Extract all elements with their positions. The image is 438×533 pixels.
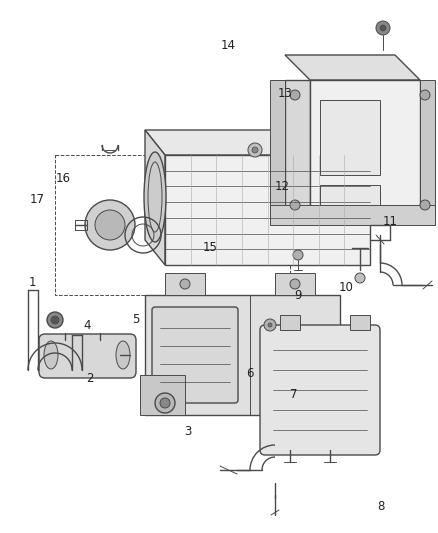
FancyBboxPatch shape — [152, 307, 238, 403]
Circle shape — [160, 398, 170, 408]
Ellipse shape — [116, 341, 130, 369]
Circle shape — [290, 279, 300, 289]
Polygon shape — [275, 273, 315, 295]
Polygon shape — [320, 185, 380, 215]
Polygon shape — [310, 80, 420, 220]
Bar — [280, 315, 300, 330]
Circle shape — [248, 143, 262, 157]
Polygon shape — [285, 55, 420, 80]
Text: 16: 16 — [56, 172, 71, 185]
Polygon shape — [165, 273, 205, 295]
Circle shape — [376, 21, 390, 35]
FancyBboxPatch shape — [260, 325, 380, 455]
Circle shape — [47, 312, 63, 328]
Text: 3: 3 — [185, 425, 192, 438]
Ellipse shape — [144, 152, 166, 242]
Text: 13: 13 — [277, 87, 292, 100]
Circle shape — [355, 273, 365, 283]
Polygon shape — [270, 80, 285, 220]
Circle shape — [180, 279, 190, 289]
Bar — [350, 315, 370, 330]
Circle shape — [290, 200, 300, 210]
Polygon shape — [140, 375, 185, 415]
Text: 1: 1 — [29, 276, 37, 289]
Text: 7: 7 — [290, 388, 297, 401]
Circle shape — [290, 90, 300, 100]
Text: 4: 4 — [84, 319, 92, 332]
Text: 10: 10 — [339, 281, 353, 294]
Polygon shape — [420, 80, 435, 220]
Circle shape — [155, 393, 175, 413]
Circle shape — [51, 316, 59, 324]
Circle shape — [268, 323, 272, 327]
Circle shape — [380, 25, 386, 31]
Bar — [55, 155, 290, 295]
Circle shape — [293, 250, 303, 260]
Polygon shape — [145, 130, 370, 155]
FancyBboxPatch shape — [39, 334, 136, 378]
Text: 9: 9 — [294, 289, 302, 302]
Circle shape — [252, 147, 258, 153]
Polygon shape — [270, 205, 435, 225]
Polygon shape — [320, 100, 380, 175]
Text: 14: 14 — [220, 39, 235, 52]
Circle shape — [95, 210, 125, 240]
Text: 12: 12 — [275, 180, 290, 193]
Polygon shape — [145, 130, 165, 265]
Text: 8: 8 — [378, 500, 385, 513]
Circle shape — [420, 90, 430, 100]
Text: 17: 17 — [30, 193, 45, 206]
Polygon shape — [285, 80, 310, 220]
Text: 6: 6 — [246, 367, 254, 379]
Circle shape — [420, 200, 430, 210]
Polygon shape — [165, 155, 370, 265]
Text: 2: 2 — [86, 372, 94, 385]
Text: 11: 11 — [382, 215, 397, 228]
Text: 15: 15 — [203, 241, 218, 254]
Polygon shape — [145, 295, 340, 415]
Ellipse shape — [44, 341, 58, 369]
Circle shape — [85, 200, 135, 250]
Text: 5: 5 — [132, 313, 139, 326]
Circle shape — [264, 319, 276, 331]
